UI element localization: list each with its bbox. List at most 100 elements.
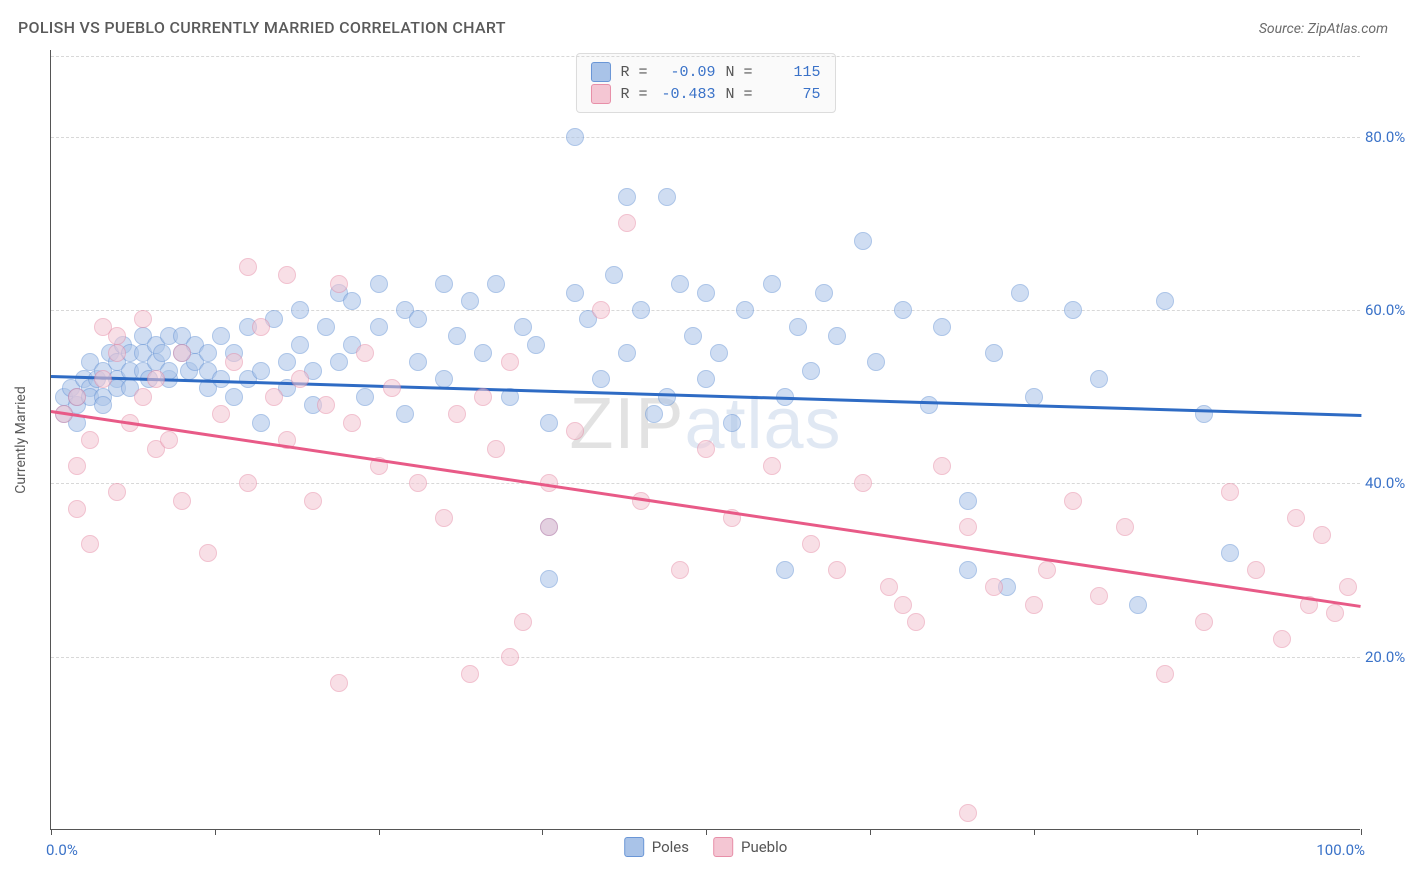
data-point: [697, 440, 715, 458]
data-point: [514, 613, 532, 631]
data-point: [1129, 596, 1147, 614]
data-point: [265, 388, 283, 406]
data-point: [684, 327, 702, 345]
data-point: [1339, 578, 1357, 596]
legend-n-label: N =: [726, 86, 753, 103]
data-point: [409, 474, 427, 492]
data-point: [501, 648, 519, 666]
legend-swatch-pueblo-icon: [713, 837, 733, 857]
data-point: [933, 457, 951, 475]
data-point: [435, 509, 453, 527]
legend-n-value-pueblo: 75: [763, 86, 821, 103]
legend-r-value-poles: -0.09: [658, 64, 716, 81]
data-point: [514, 318, 532, 336]
data-point: [671, 275, 689, 293]
data-point: [789, 318, 807, 336]
data-point: [278, 266, 296, 284]
x-tick: [379, 829, 380, 835]
x-tick: [51, 829, 52, 835]
data-point: [854, 474, 872, 492]
data-point: [153, 344, 171, 362]
gridline-h: [51, 137, 1360, 138]
data-point: [618, 214, 636, 232]
data-point: [330, 353, 348, 371]
x-tick: [706, 829, 707, 835]
data-point: [252, 318, 270, 336]
data-point: [1195, 405, 1213, 423]
data-point: [370, 275, 388, 293]
legend-swatch-pueblo: [590, 84, 610, 104]
data-point: [501, 353, 519, 371]
x-tick: [1197, 829, 1198, 835]
data-point: [592, 301, 610, 319]
data-point: [487, 275, 505, 293]
legend-stats-row-poles: R = -0.09 N = 115: [590, 62, 820, 82]
data-point: [1287, 509, 1305, 527]
data-point: [985, 344, 1003, 362]
data-point: [658, 188, 676, 206]
data-point: [448, 327, 466, 345]
data-point: [763, 275, 781, 293]
data-point: [317, 396, 335, 414]
x-tick: [215, 829, 216, 835]
data-point: [134, 388, 152, 406]
data-point: [291, 336, 309, 354]
data-point: [933, 318, 951, 336]
data-point: [854, 232, 872, 250]
data-point: [802, 535, 820, 553]
data-point: [1326, 604, 1344, 622]
header-row: POLISH VS PUEBLO CURRENTLY MARRIED CORRE…: [18, 18, 1388, 37]
data-point: [1273, 630, 1291, 648]
data-point: [68, 457, 86, 475]
data-point: [1025, 388, 1043, 406]
data-point: [94, 370, 112, 388]
x-axis-max-label: 100.0%: [1316, 841, 1365, 859]
legend-swatch-poles: [590, 62, 610, 82]
data-point: [1156, 292, 1174, 310]
data-point: [68, 500, 86, 518]
data-point: [225, 388, 243, 406]
data-point: [409, 353, 427, 371]
data-point: [252, 414, 270, 432]
data-point: [985, 578, 1003, 596]
data-point: [252, 362, 270, 380]
data-point: [723, 414, 741, 432]
legend-n-value-poles: 115: [763, 64, 821, 81]
data-point: [1221, 483, 1239, 501]
x-tick: [542, 829, 543, 835]
legend-r-value-pueblo: -0.483: [658, 86, 716, 103]
legend-label-poles: Poles: [652, 838, 689, 856]
data-point: [658, 388, 676, 406]
data-point: [1064, 492, 1082, 510]
data-point: [81, 535, 99, 553]
data-point: [396, 405, 414, 423]
data-point: [605, 266, 623, 284]
legend-label-pueblo: Pueblo: [741, 838, 787, 856]
x-tick: [1361, 829, 1362, 835]
data-point: [1156, 665, 1174, 683]
data-point: [291, 301, 309, 319]
data-point: [330, 275, 348, 293]
data-point: [763, 457, 781, 475]
legend-series: Poles Pueblo: [624, 837, 788, 857]
data-point: [68, 388, 86, 406]
data-point: [409, 310, 427, 328]
data-point: [815, 284, 833, 302]
data-point: [1116, 518, 1134, 536]
data-point: [540, 518, 558, 536]
gridline-h: [51, 56, 1360, 57]
data-point: [566, 284, 584, 302]
data-point: [317, 318, 335, 336]
data-point: [736, 301, 754, 319]
data-point: [81, 431, 99, 449]
data-point: [540, 570, 558, 588]
gridline-h: [51, 657, 1360, 658]
data-point: [1011, 284, 1029, 302]
data-point: [474, 388, 492, 406]
data-point: [592, 370, 610, 388]
y-axis-title: Currently Married: [13, 386, 29, 493]
data-point: [540, 414, 558, 432]
data-point: [1313, 526, 1331, 544]
data-point: [108, 327, 126, 345]
data-point: [383, 379, 401, 397]
